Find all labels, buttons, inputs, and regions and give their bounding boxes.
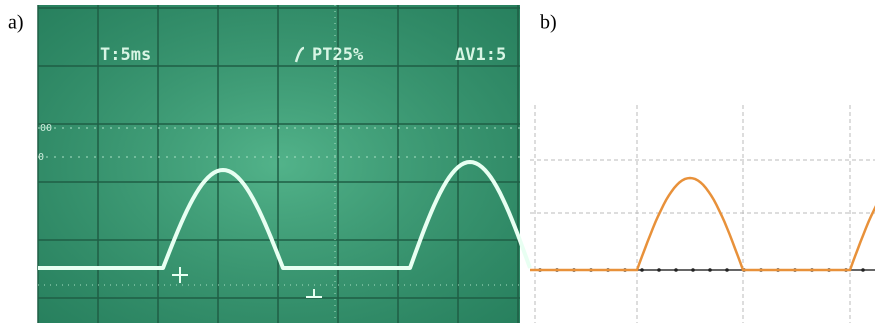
sim-baseline-dot bbox=[640, 268, 644, 272]
time-readout: T:5ms bbox=[100, 45, 151, 65]
panel-label: a) bbox=[8, 12, 24, 34]
panel-label: b) bbox=[540, 12, 557, 34]
sim-baseline-dot bbox=[725, 268, 729, 272]
volt-readout: ΔV1:5 bbox=[455, 45, 506, 65]
figure: a) T:5ms PT25% ΔV1:5 00 0 b) bbox=[0, 0, 875, 323]
level-marker: 0 bbox=[38, 152, 44, 163]
page: {"panels": [ {"label": "a)", "readouts":… bbox=[0, 0, 875, 323]
sim-trace bbox=[530, 178, 875, 270]
level-marker: 00 bbox=[40, 123, 52, 134]
sim-baseline-dot bbox=[674, 268, 678, 272]
trigger-readout: PT25% bbox=[312, 45, 364, 65]
sim-baseline-dot bbox=[657, 268, 661, 272]
sim-baseline-dot bbox=[691, 268, 695, 272]
sim-baseline-dot bbox=[708, 268, 712, 272]
simulation-plot bbox=[530, 105, 875, 323]
sim-baseline-dot bbox=[861, 268, 865, 272]
